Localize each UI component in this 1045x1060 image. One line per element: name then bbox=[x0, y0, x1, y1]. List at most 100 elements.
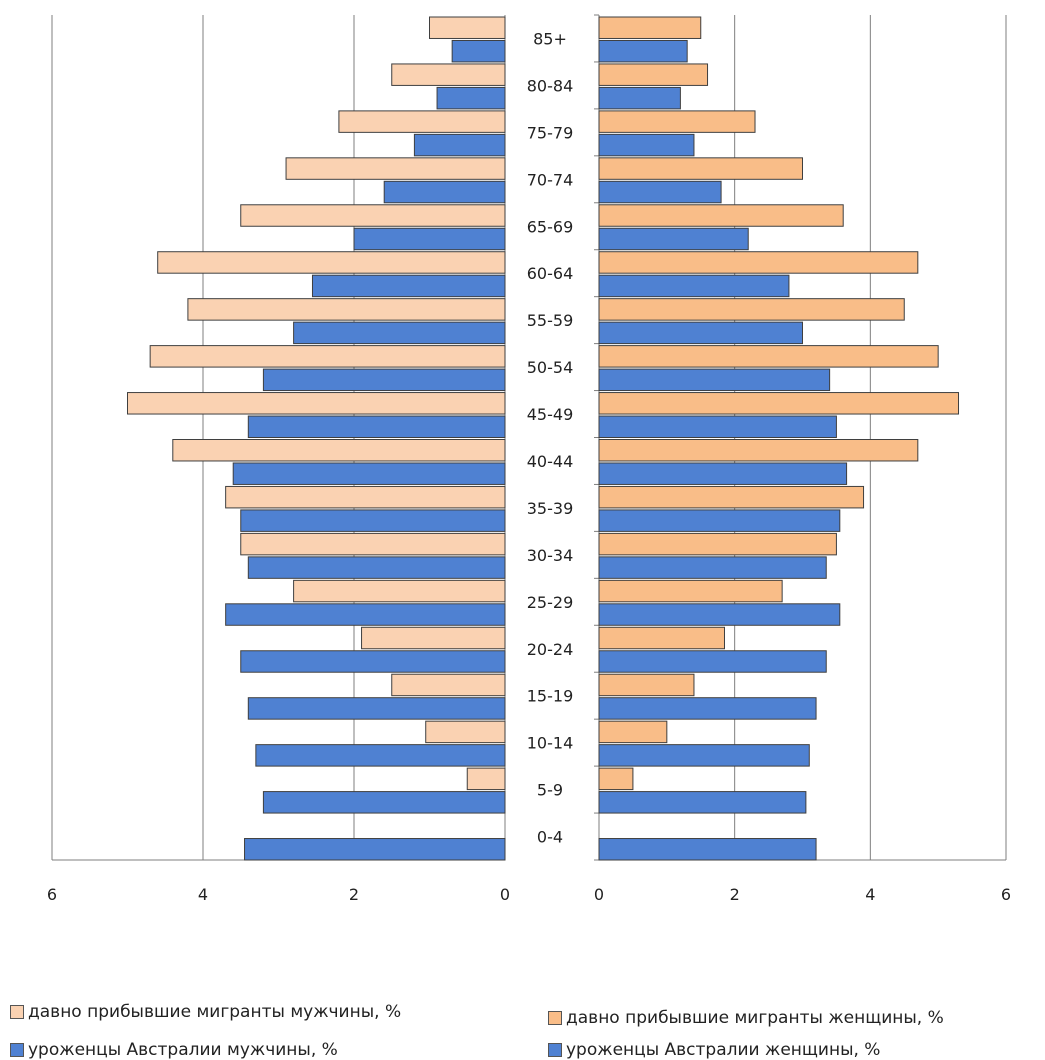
bar-right-migrants-75-79 bbox=[598, 110, 756, 133]
bar-left-native-10-14 bbox=[255, 744, 506, 767]
bar-right-native-50-54 bbox=[598, 368, 831, 392]
legend-swatch-native-female bbox=[548, 1043, 562, 1057]
bar-right-native-30-34 bbox=[598, 556, 827, 579]
legend-label-native-female: уроженцы Австралии женщины, % bbox=[566, 1040, 881, 1060]
bar-right-native-45-49 bbox=[598, 415, 837, 438]
bar-right-migrants-80-84 bbox=[598, 63, 709, 86]
legend-swatch-native-male bbox=[10, 1043, 24, 1057]
bar-right-migrants-50-54 bbox=[598, 345, 939, 368]
age-label-75-79: 75-79 bbox=[527, 123, 574, 142]
bar-left-migrants-25-29 bbox=[293, 579, 506, 603]
legend-item-native-male: уроженцы Австралии мужчины, % bbox=[10, 1040, 338, 1060]
bar-right-native-85+ bbox=[598, 39, 688, 63]
x-tick-left-0: 0 bbox=[500, 885, 510, 904]
age-label-15-19: 15-19 bbox=[527, 687, 574, 706]
bar-left-migrants-55-59 bbox=[187, 298, 506, 321]
bar-left-migrants-10-14 bbox=[425, 720, 506, 744]
bar-right-migrants-20-24 bbox=[598, 626, 725, 650]
bar-right-native-5-9 bbox=[598, 791, 807, 814]
legend-label-migrants-female: давно прибывшие мигранты женщины, % bbox=[566, 1008, 944, 1028]
age-label-10-14: 10-14 bbox=[527, 734, 574, 753]
bar-right-native-10-14 bbox=[598, 744, 810, 767]
bar-left-migrants-60-64 bbox=[157, 251, 506, 274]
bar-right-migrants-40-44 bbox=[598, 439, 919, 462]
age-label-30-34: 30-34 bbox=[527, 546, 574, 565]
bar-right-migrants-85+ bbox=[598, 16, 702, 39]
bar-right-migrants-55-59 bbox=[598, 298, 905, 321]
x-tick-right-2: 2 bbox=[730, 885, 740, 904]
bar-right-native-0-4 bbox=[598, 838, 817, 861]
bar-left-migrants-45-49 bbox=[127, 392, 506, 415]
bar-left-migrants-15-19 bbox=[391, 673, 506, 697]
bar-right-migrants-30-34 bbox=[598, 532, 837, 556]
bar-left-native-0-4 bbox=[244, 838, 506, 861]
bar-left-native-70-74 bbox=[383, 180, 506, 204]
bar-left-native-65-69 bbox=[353, 227, 506, 251]
bar-left-native-15-19 bbox=[247, 697, 506, 720]
population-pyramid-chart: 0-4 5-9 10-14 15-19 20-24 25-29 30-34 35-39 40-4… bbox=[47, 14, 1011, 904]
bar-right-native-15-19 bbox=[598, 697, 817, 720]
bar-left-migrants-70-74 bbox=[285, 157, 506, 180]
bar-left-native-5-9 bbox=[262, 791, 506, 814]
bar-left-migrants-80-84 bbox=[391, 63, 506, 86]
age-label-25-29: 25-29 bbox=[527, 593, 574, 612]
legend-swatch-migrants-male bbox=[10, 1005, 24, 1019]
bar-left-migrants-20-24 bbox=[361, 626, 506, 650]
bar-right-migrants-65-69 bbox=[598, 204, 844, 227]
age-label-20-24: 20-24 bbox=[527, 640, 574, 659]
age-label-70-74: 70-74 bbox=[527, 170, 574, 189]
bar-right-migrants-10-14 bbox=[598, 720, 668, 744]
bar-left-migrants-50-54 bbox=[149, 345, 506, 368]
bar-left-migrants-75-79 bbox=[338, 110, 506, 133]
bar-left-native-20-24 bbox=[240, 650, 506, 673]
x-tick-right-6: 6 bbox=[1001, 885, 1011, 904]
bar-right-native-55-59 bbox=[598, 321, 803, 345]
bar-right-migrants-60-64 bbox=[598, 251, 919, 274]
bar-left-native-60-64 bbox=[311, 274, 506, 298]
age-label-5-9: 5-9 bbox=[537, 781, 563, 800]
bar-left-migrants-85+ bbox=[429, 16, 506, 39]
bar-left-migrants-35-39 bbox=[225, 485, 506, 509]
bar-left-native-30-34 bbox=[247, 556, 506, 579]
bar-right-native-25-29 bbox=[598, 603, 841, 626]
bar-right-migrants-70-74 bbox=[598, 157, 803, 180]
age-label-50-54: 50-54 bbox=[527, 358, 574, 377]
bar-right-migrants-15-19 bbox=[598, 673, 695, 697]
bar-right-native-70-74 bbox=[598, 180, 722, 204]
age-label-85+: 85+ bbox=[533, 29, 567, 48]
bar-right-native-60-64 bbox=[598, 274, 790, 298]
legend-swatch-migrants-female bbox=[548, 1011, 562, 1025]
legend-item-migrants-male: давно прибывшие мигранты мужчины, % bbox=[10, 1002, 401, 1022]
bar-left-native-40-44 bbox=[232, 462, 506, 485]
bar-right-migrants-25-29 bbox=[598, 579, 783, 603]
bar-left-migrants-40-44 bbox=[172, 439, 506, 462]
legend-label-migrants-male: давно прибывшие мигранты мужчины, % bbox=[28, 1002, 402, 1022]
bar-left-native-75-79 bbox=[413, 133, 506, 157]
bar-left-native-35-39 bbox=[240, 509, 506, 532]
bar-left-native-25-29 bbox=[225, 603, 506, 626]
x-tick-right-4: 4 bbox=[865, 885, 875, 904]
bar-right-migrants-35-39 bbox=[598, 485, 865, 509]
bar-right-migrants-45-49 bbox=[598, 392, 960, 415]
legend-item-native-female: уроженцы Австралии женщины, % bbox=[548, 1040, 880, 1060]
bar-left-native-80-84 bbox=[436, 86, 506, 110]
bar-left-native-55-59 bbox=[293, 321, 506, 345]
bar-left-native-45-49 bbox=[247, 415, 506, 438]
x-tick-left-2: 2 bbox=[349, 885, 359, 904]
age-label-80-84: 80-84 bbox=[527, 76, 574, 95]
bar-left-migrants-65-69 bbox=[240, 204, 506, 227]
bar-right-native-20-24 bbox=[598, 650, 827, 673]
bar-left-native-50-54 bbox=[262, 368, 506, 392]
bar-right-native-80-84 bbox=[598, 86, 681, 110]
age-label-40-44: 40-44 bbox=[527, 452, 574, 471]
age-label-60-64: 60-64 bbox=[527, 264, 574, 283]
bar-right-native-35-39 bbox=[598, 509, 841, 532]
bar-left-migrants-5-9 bbox=[466, 767, 506, 791]
bar-left-migrants-30-34 bbox=[240, 532, 506, 556]
legend-item-migrants-female: давно прибывшие мигранты женщины, % bbox=[548, 1008, 944, 1028]
bar-right-native-65-69 bbox=[598, 227, 749, 251]
x-tick-right-0: 0 bbox=[594, 885, 604, 904]
x-tick-left-4: 4 bbox=[198, 885, 208, 904]
legend-label-native-male: уроженцы Австралии мужчины, % bbox=[28, 1040, 338, 1060]
bar-right-native-40-44 bbox=[598, 462, 848, 485]
